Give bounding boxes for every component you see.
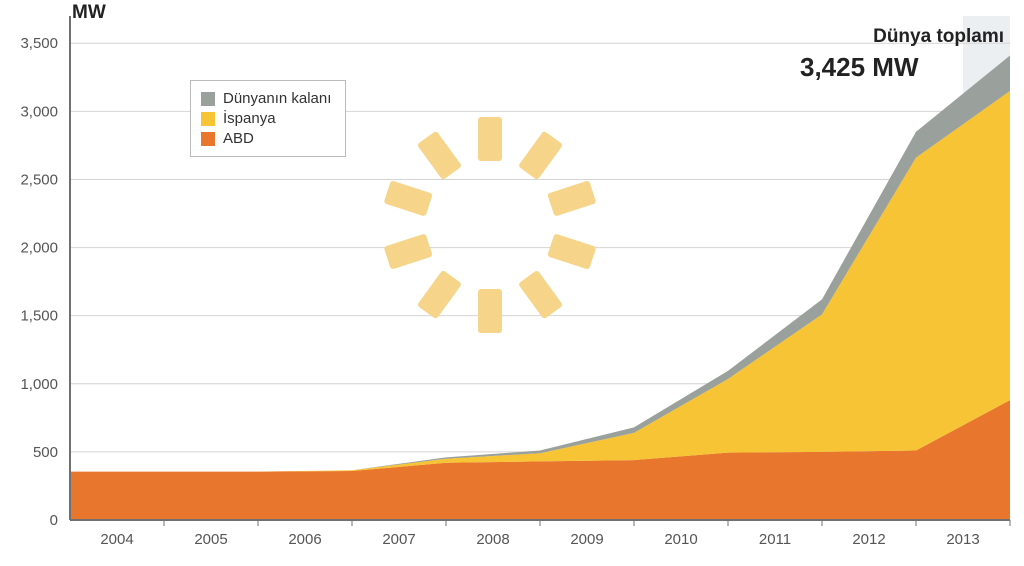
x-tick-label: 2007 bbox=[382, 531, 415, 548]
legend-item-abd: ABD bbox=[201, 130, 331, 147]
x-tick-label: 2012 bbox=[852, 531, 885, 548]
svg-text:0: 0 bbox=[50, 512, 58, 529]
legend-swatch bbox=[201, 112, 215, 126]
svg-text:2,000: 2,000 bbox=[20, 240, 58, 257]
legend-label: Dünyanın kalanı bbox=[223, 90, 331, 107]
stacked-area-chart: 0 500 1,000 1,500 2,000 2,500 3,000 3,500 2004 20… bbox=[0, 0, 1024, 566]
svg-text:3,500: 3,500 bbox=[20, 35, 58, 52]
svg-text:500: 500 bbox=[33, 444, 58, 461]
x-tick-label: 2004 bbox=[100, 531, 133, 548]
svg-text:1,000: 1,000 bbox=[20, 376, 58, 393]
legend: Dünyanın kalanı İspanya ABD bbox=[190, 80, 346, 157]
chart-svg: 0 500 1,000 1,500 2,000 2,500 3,000 3,500 2004 20… bbox=[0, 0, 1024, 566]
x-tick-label: 2008 bbox=[476, 531, 509, 548]
x-tick-label: 2009 bbox=[570, 531, 603, 548]
legend-swatch bbox=[201, 92, 215, 106]
legend-label: İspanya bbox=[223, 110, 276, 127]
world-total-value: 3,425 MW bbox=[800, 52, 919, 83]
svg-text:2,500: 2,500 bbox=[20, 171, 58, 188]
legend-swatch bbox=[201, 132, 215, 146]
x-tick-label: 2011 bbox=[759, 531, 791, 548]
x-tick-label: 2010 bbox=[664, 531, 697, 548]
svg-text:1,500: 1,500 bbox=[20, 308, 58, 325]
y-axis-unit-label: MW bbox=[72, 2, 106, 24]
legend-label: ABD bbox=[223, 130, 254, 147]
world-total-label: Dünya toplamı bbox=[873, 26, 1004, 48]
x-tick-label: 2013 bbox=[946, 531, 979, 548]
legend-item-kalan: Dünyanın kalanı bbox=[201, 90, 331, 107]
x-tick-label: 2006 bbox=[288, 531, 321, 548]
legend-item-ispanya: İspanya bbox=[201, 110, 331, 127]
svg-text:3,000: 3,000 bbox=[20, 103, 58, 120]
x-tick-label: 2005 bbox=[194, 531, 227, 548]
